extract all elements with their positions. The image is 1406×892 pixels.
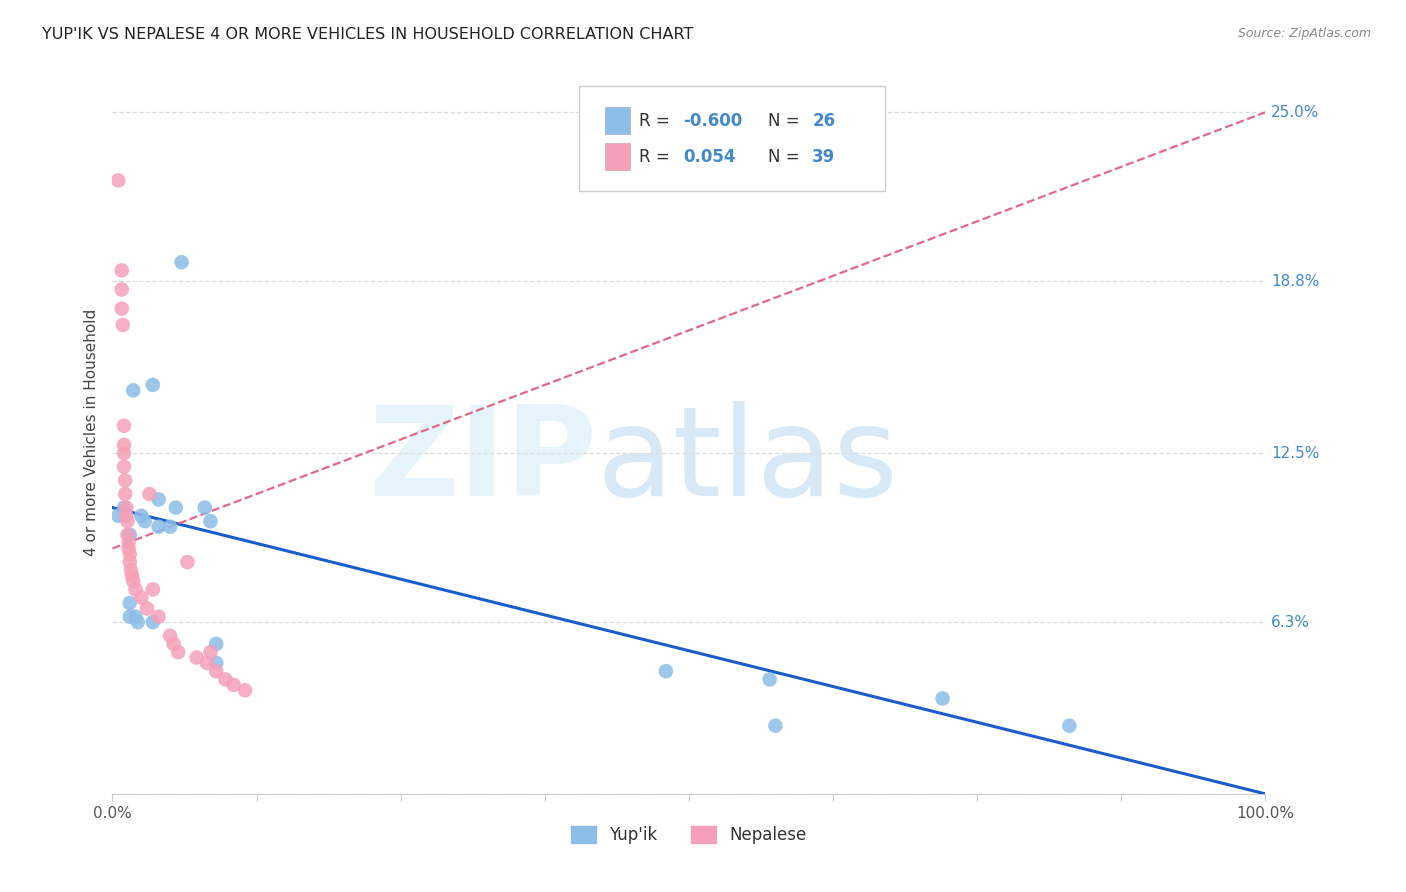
Point (120, 563, 142, 577)
Text: 6.3%: 6.3% (1271, 615, 1310, 630)
Point (117, 541, 139, 556)
Point (111, 318, 134, 332)
Point (165, 500, 187, 515)
Point (129, 591, 153, 605)
Point (107, 173, 129, 187)
Text: 0.054: 0.054 (683, 148, 735, 166)
Point (118, 528, 141, 542)
Point (159, 629, 181, 643)
Point (121, 568, 143, 582)
Point (233, 683, 256, 698)
Text: ZIP: ZIP (368, 401, 596, 522)
Legend: Yup'ik, Nepalese: Yup'ik, Nepalese (565, 819, 813, 851)
Text: -0.600: -0.600 (683, 112, 742, 130)
Bar (605, 143, 630, 170)
Point (205, 664, 228, 678)
Point (142, 582, 165, 597)
Point (167, 645, 190, 659)
Point (162, 637, 184, 651)
Text: 39: 39 (813, 148, 835, 166)
Text: atlas: atlas (596, 401, 898, 522)
Point (148, 519, 170, 533)
Point (1059, 719, 1081, 733)
Point (142, 615, 165, 629)
Point (138, 487, 160, 501)
Point (170, 255, 193, 269)
Point (200, 514, 222, 528)
Text: R =: R = (640, 112, 675, 130)
Text: 26: 26 (813, 112, 835, 130)
Text: 25.0%: 25.0% (1271, 104, 1320, 120)
Point (117, 528, 139, 542)
Point (148, 609, 170, 624)
Point (134, 514, 156, 528)
Point (117, 536, 139, 550)
Point (115, 500, 138, 515)
Point (118, 547, 141, 561)
Point (118, 555, 141, 569)
Point (111, 301, 134, 316)
Point (112, 446, 135, 460)
Point (114, 473, 136, 487)
Point (200, 645, 222, 659)
Text: N =: N = (769, 112, 806, 130)
Point (112, 459, 135, 474)
Point (112, 418, 135, 433)
Text: 12.5%: 12.5% (1271, 446, 1320, 460)
Point (655, 664, 678, 678)
Bar (605, 107, 630, 134)
Text: Source: ZipAtlas.com: Source: ZipAtlas.com (1237, 27, 1371, 40)
Point (931, 691, 953, 706)
Point (222, 678, 245, 692)
Point (129, 508, 153, 523)
Text: 18.8%: 18.8% (1271, 274, 1320, 289)
Point (114, 487, 136, 501)
Point (205, 656, 228, 670)
Point (205, 637, 228, 651)
Point (214, 673, 236, 687)
Point (118, 596, 141, 610)
FancyBboxPatch shape (579, 86, 884, 191)
Point (122, 384, 145, 398)
Point (176, 555, 198, 569)
Point (111, 283, 134, 297)
Text: R =: R = (640, 148, 675, 166)
Point (107, 508, 129, 523)
Point (117, 514, 139, 528)
Point (118, 609, 141, 624)
Point (112, 438, 135, 452)
Point (124, 582, 146, 597)
Point (112, 500, 135, 515)
Point (127, 615, 149, 629)
Point (111, 263, 134, 277)
Point (194, 500, 217, 515)
Point (186, 650, 208, 665)
Point (159, 519, 181, 533)
Point (148, 492, 170, 507)
Point (142, 378, 165, 392)
Point (758, 673, 780, 687)
Point (115, 508, 138, 523)
Y-axis label: 4 or more Vehicles in Household: 4 or more Vehicles in Household (83, 309, 98, 557)
Text: YUP'IK VS NEPALESE 4 OR MORE VEHICLES IN HOUSEHOLD CORRELATION CHART: YUP'IK VS NEPALESE 4 OR MORE VEHICLES IN… (42, 27, 693, 42)
Point (122, 574, 145, 589)
Point (124, 609, 146, 624)
Point (136, 601, 159, 615)
Point (765, 719, 787, 733)
Text: N =: N = (769, 148, 806, 166)
Point (195, 656, 218, 670)
